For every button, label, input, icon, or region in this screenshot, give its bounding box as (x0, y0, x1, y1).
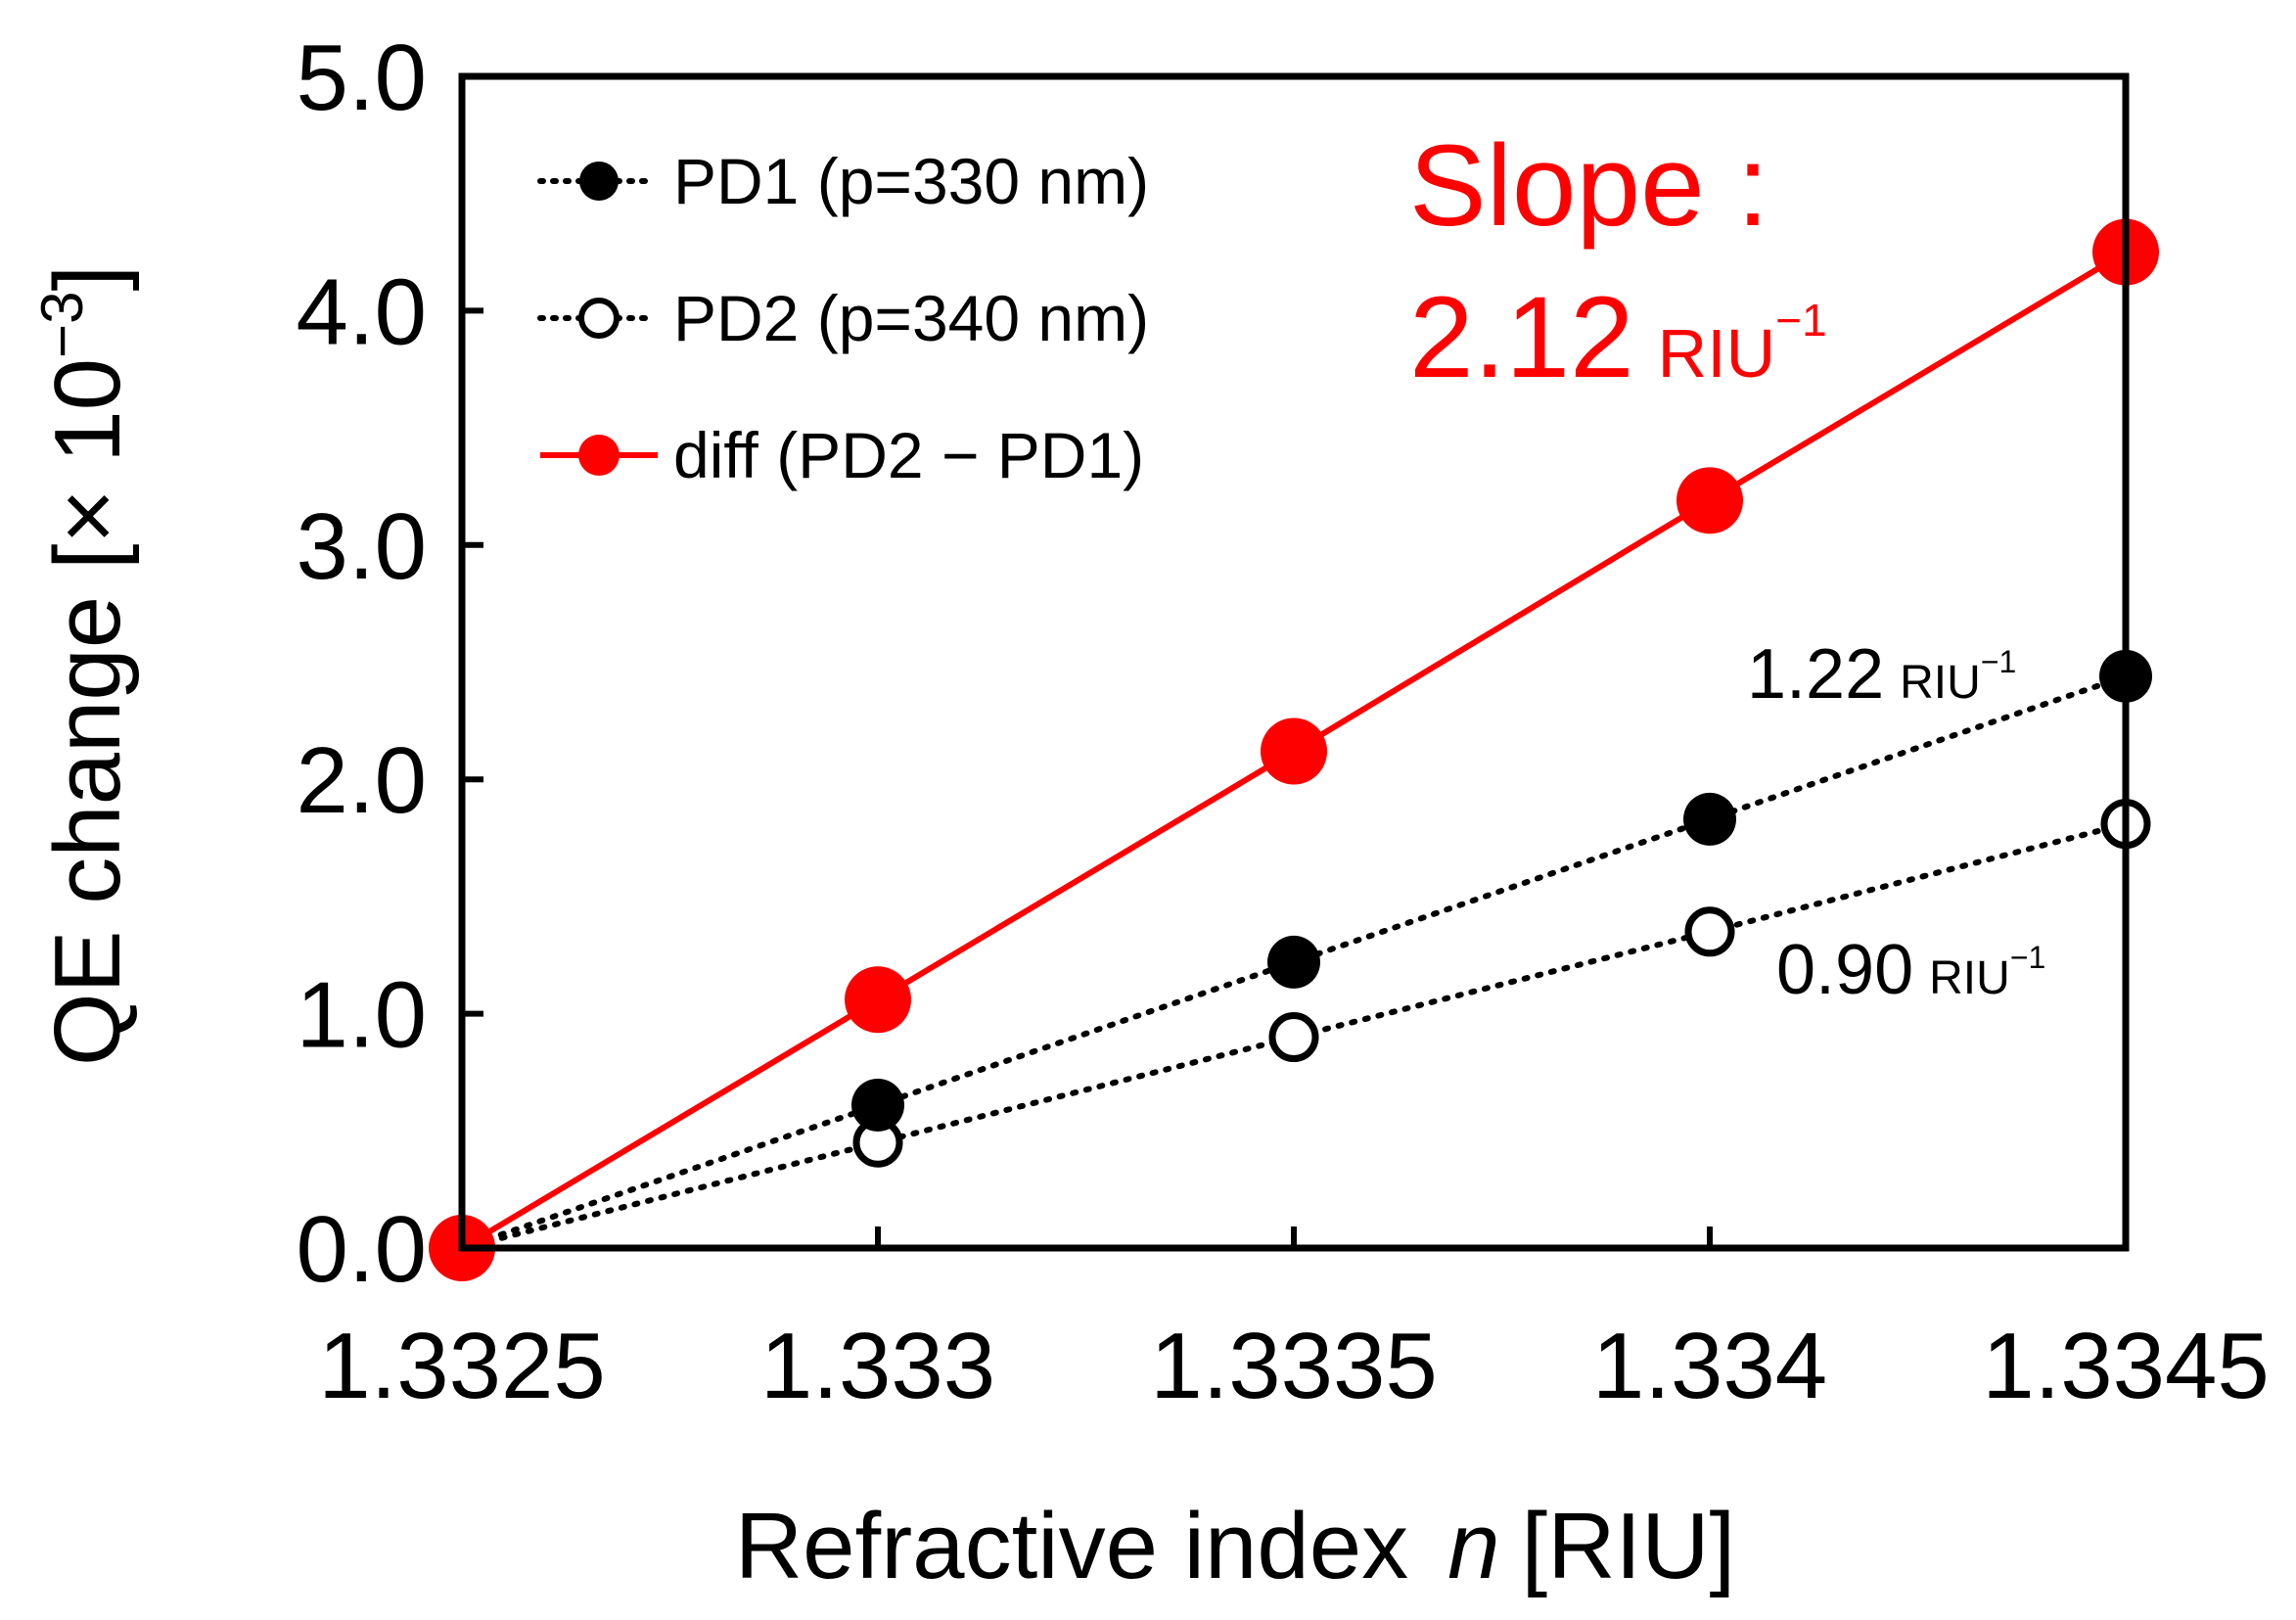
x-tick-label: 1.3345 (1982, 1314, 2270, 1418)
y-axis-title: QE change [× 10−3] (29, 265, 140, 1066)
x-tick-label: 1.333 (760, 1314, 995, 1418)
x-axis-title-var: n (1447, 1494, 1499, 1598)
data-point-pd2 (1268, 1012, 1319, 1063)
data-point-diff (1261, 717, 1327, 785)
legend-marker-diff (578, 435, 620, 476)
legend-label-pd2: PD2 (p=340 nm) (673, 282, 1149, 354)
pd1-slope-annotation: 1.22 RIU−1 (1747, 635, 2016, 714)
x-tick-label: 1.334 (1592, 1314, 1827, 1418)
y-axis-title-end: ] (35, 265, 140, 292)
y-axis-title-exp: −3 (29, 292, 95, 358)
y-tick-label: 1.0 (297, 963, 427, 1068)
pd2-slope-annotation: 0.90 RIU−1 (1776, 931, 2045, 1009)
data-point-pd1 (851, 1078, 904, 1132)
y-tick-label: 2.0 (297, 728, 427, 833)
axes-layer: 0.0 1.0 2.0 3.0 4.0 5.0 1.3325 1.333 1.3335 1.334… (297, 25, 2270, 1418)
pd2-slope-value: 0.90 (1776, 931, 1913, 1009)
data-point-pd1 (1267, 935, 1320, 989)
legend: PD1 (p=330 nm) PD2 (p=340 nm) diff (PD2 … (537, 145, 1149, 491)
legend-label-diff: diff (PD2 − PD1) (673, 419, 1144, 491)
data-point-pd2 (1684, 906, 1735, 957)
slope-value-annotation: 2.12 RIU−1 (1409, 273, 1827, 402)
legend-marker-pd1 (579, 162, 619, 201)
slope-unit-exp: −1 (1775, 295, 1826, 346)
y-tick-label: 5.0 (297, 25, 427, 130)
x-axis-title-main: Refractive index (735, 1494, 1408, 1598)
plot-frame (458, 72, 2130, 1252)
pd1-slope-unit-exp: −1 (1981, 644, 2016, 679)
slope-value: 2.12 (1409, 273, 1634, 402)
marker-layer (429, 218, 2159, 1281)
pd1-slope-unit: RIU (1900, 657, 1981, 709)
y-tick-label: 0.0 (297, 1197, 427, 1302)
y-tick-label: 3.0 (297, 494, 427, 599)
x-axis-title: Refractive index n [RIU] (735, 1494, 1735, 1598)
pd2-slope-unit-exp: −1 (2010, 940, 2045, 975)
y-axis-title-main: QE change [× 10 (35, 358, 140, 1066)
x-tick-label: 1.3335 (1150, 1314, 1438, 1418)
legend-marker-pd2 (578, 298, 620, 339)
pd1-slope-value: 1.22 (1747, 635, 1884, 714)
slope-unit: RIU (1658, 315, 1776, 392)
slope-label: Slope : (1409, 121, 1768, 251)
x-tick-label: 1.3325 (318, 1314, 606, 1418)
legend-label-pd1: PD1 (p=330 nm) (673, 145, 1149, 217)
pd2-slope-unit: RIU (1929, 952, 2010, 1004)
data-point-diff (1676, 467, 1743, 534)
x-axis-title-unit: [RIU] (1522, 1494, 1736, 1598)
data-point-pd1 (1683, 792, 1736, 846)
data-point-diff (845, 966, 911, 1034)
y-tick-label: 4.0 (297, 259, 427, 364)
series-line-pd2 (459, 820, 2129, 1251)
